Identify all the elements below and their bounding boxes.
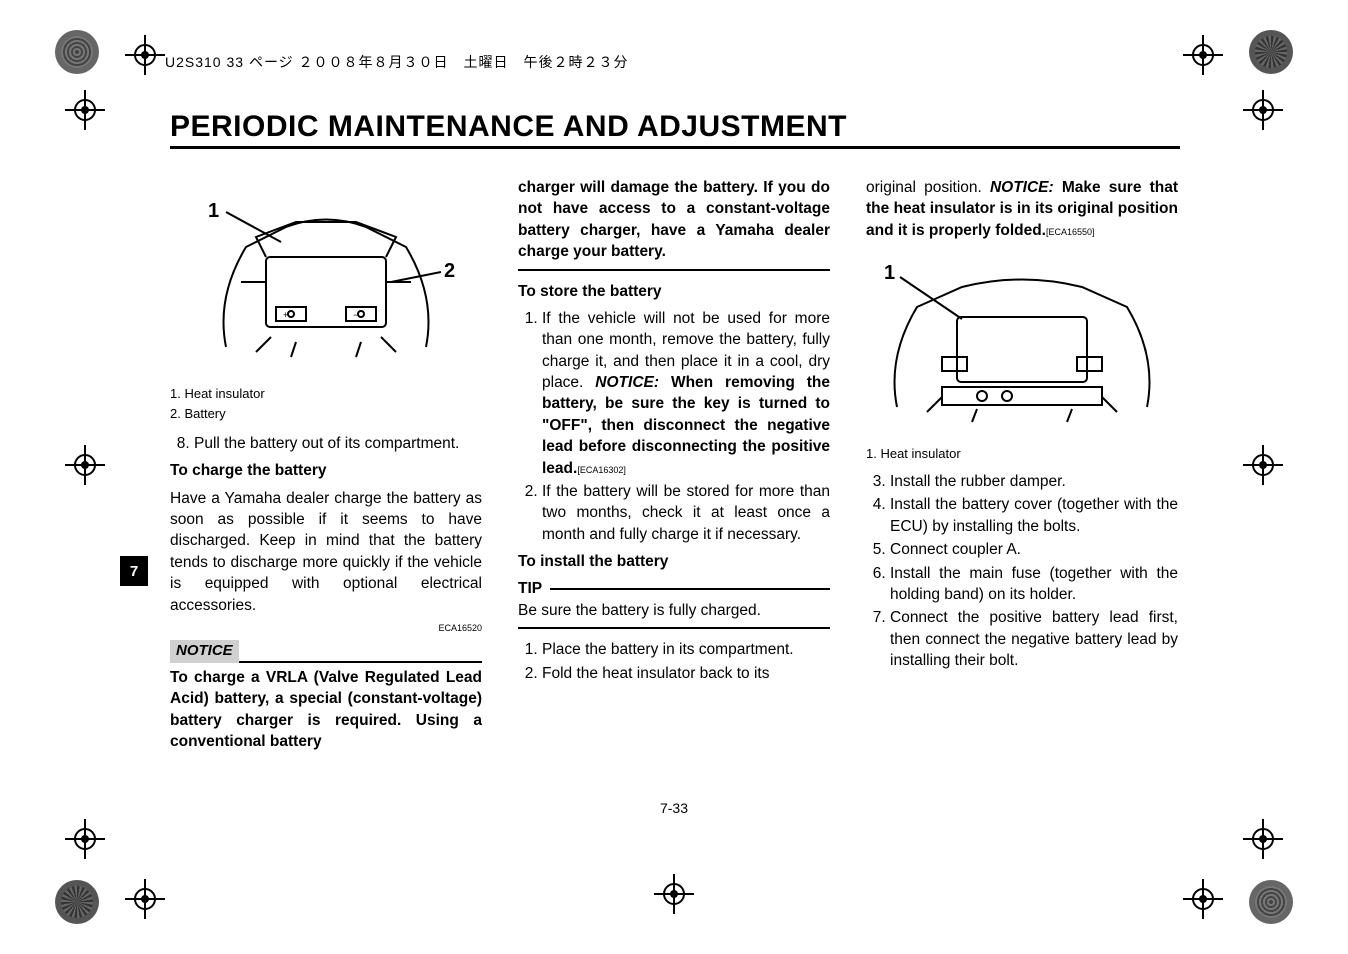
chapter-tab: 7 [120, 556, 148, 586]
install-step-6: Install the main fuse (together with the… [890, 563, 1178, 606]
print-dot-icon [1249, 30, 1293, 74]
registration-mark-icon [65, 90, 105, 130]
charge-heading: To charge the battery [170, 460, 482, 481]
page-title: PERIODIC MAINTENANCE AND ADJUSTMENT [170, 110, 1180, 149]
registration-mark-icon [1183, 879, 1223, 919]
page-body: PERIODIC MAINTENANCE AND ADJUSTMENT + − [170, 110, 1180, 758]
install-step-7: Connect the positive battery lead first,… [890, 607, 1178, 671]
ref-eca16520: ECA16520 [170, 622, 482, 634]
install-step-2: Fold the heat insulator back to its [542, 663, 830, 684]
tip-body: Be sure the battery is fully charged. [518, 600, 830, 621]
page-number: 7-33 [0, 800, 1348, 816]
registration-mark-icon [1243, 90, 1283, 130]
store-heading: To store the battery [518, 281, 830, 302]
notice-continuation: charger will damage the battery. If you … [518, 177, 830, 263]
fig1-caption-2: 2. Battery [170, 405, 482, 423]
divider-2 [518, 627, 830, 629]
svg-text:+: + [283, 310, 288, 320]
column-2: charger will damage the battery. If you … [518, 177, 830, 758]
column-1: + − 1 2 1. Heat insulator 2. Battery Pul… [170, 177, 482, 758]
battery-diagram-1: + − 1 2 [196, 177, 456, 377]
print-dot-icon [55, 30, 99, 74]
charge-body: Have a Yamaha dealer charge the battery … [170, 488, 482, 616]
divider [518, 269, 830, 271]
column-3: original position. NOTICE: Make sure tha… [866, 177, 1178, 758]
install-step-3: Install the rubber damper. [890, 471, 1178, 492]
print-dot-icon [1249, 880, 1293, 924]
fig1-callout-2: 2 [444, 260, 455, 282]
registration-mark-icon [125, 879, 165, 919]
fig2-caption-1: 1. Heat insulator [866, 445, 1178, 463]
registration-mark-icon [125, 35, 165, 75]
tip-rule [550, 588, 830, 590]
registration-mark-icon [65, 445, 105, 485]
notice-label: NOTICE [170, 640, 239, 663]
print-dot-icon [55, 880, 99, 924]
install-step-2-cont: original position. NOTICE: Make sure tha… [866, 177, 1178, 241]
install-step-4: Install the battery cover (together with… [890, 494, 1178, 537]
svg-text:−: − [353, 310, 358, 320]
print-header: U2S310 33 ページ ２００８年８月３０日 土曜日 午後２時２３分 [165, 52, 629, 72]
step-8: Pull the battery out of its compartment. [194, 433, 482, 454]
store-step-1: If the vehicle will not be used for more… [542, 308, 830, 479]
store-step-2: If the battery will be stored for more t… [542, 481, 830, 545]
registration-mark-icon [1183, 35, 1223, 75]
registration-mark-icon [65, 819, 105, 859]
battery-diagram-2: 1 [872, 247, 1172, 437]
install-step-1: Place the battery in its compartment. [542, 639, 830, 660]
registration-mark-icon [1243, 819, 1283, 859]
registration-mark-icon [1243, 445, 1283, 485]
notice-body-1: To charge a VRLA (Valve Regulated Lead A… [170, 667, 482, 753]
install-heading: To install the battery [518, 551, 830, 572]
install-step-5: Connect coupler A. [890, 539, 1178, 560]
fig1-caption-1: 1. Heat insulator [170, 385, 482, 403]
tip-label: TIP [518, 578, 542, 599]
fig1-callout-1: 1 [208, 200, 219, 222]
registration-mark-icon [654, 874, 694, 914]
fig2-callout-1: 1 [884, 262, 895, 284]
